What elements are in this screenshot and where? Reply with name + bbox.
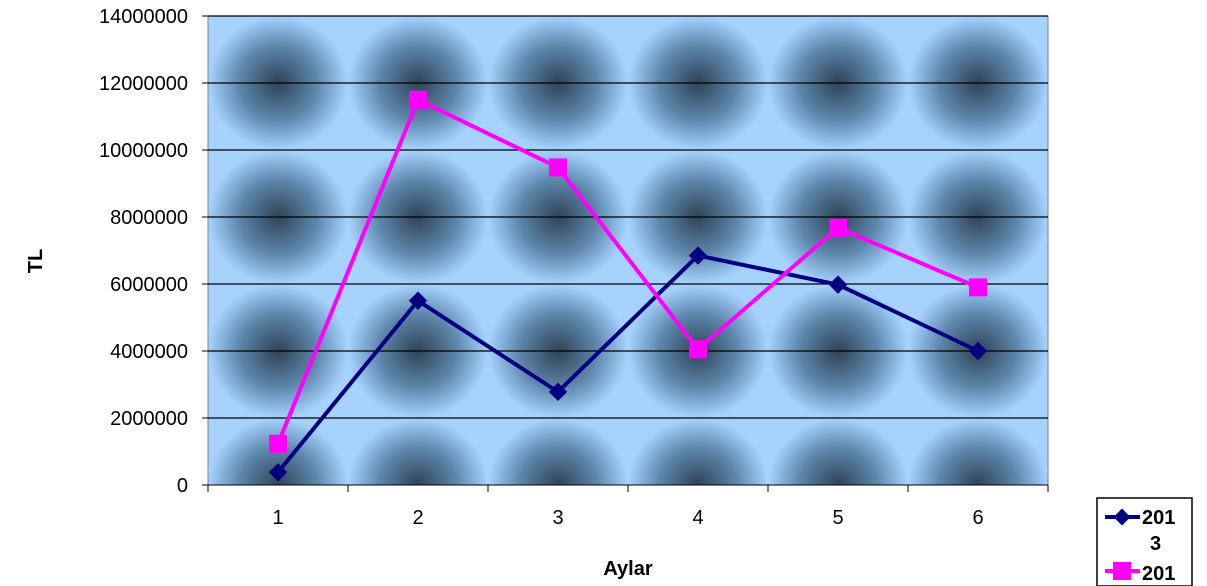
legend-entry-2014: 201 xyxy=(1105,562,1175,585)
y-tick-label: 6000000 xyxy=(110,274,188,296)
x-tick-label: 2 xyxy=(412,507,423,529)
legend-label-2014: 201 xyxy=(1142,563,1175,585)
x-tick-label: 5 xyxy=(832,507,843,529)
legend-square-marker xyxy=(1113,562,1131,580)
legend-label-2013-line2: 3 xyxy=(1150,533,1161,555)
data-point-2013 xyxy=(548,382,568,402)
y-tick-label: 12000000 xyxy=(99,73,188,95)
x-axis-title: Aylar xyxy=(603,558,653,580)
data-point-2013 xyxy=(688,246,708,265)
y-tick-label: 2000000 xyxy=(110,408,188,430)
x-tick-label: 6 xyxy=(972,507,983,529)
y-axis-title: TL xyxy=(25,249,47,273)
series-2013 xyxy=(268,246,988,482)
y-tick-label: 4000000 xyxy=(110,341,188,363)
y-tick-label: 0 xyxy=(177,475,188,497)
y-tick-label: 14000000 xyxy=(99,6,188,28)
legend-entry-2013: 201 3 xyxy=(1105,507,1175,555)
legend-label-2013-line1: 201 xyxy=(1142,507,1175,529)
x-tick-label: 4 xyxy=(692,507,703,529)
y-tick-label: 8000000 xyxy=(110,207,188,229)
data-point-2014 xyxy=(409,90,427,109)
legend-diamond-marker xyxy=(1113,508,1131,526)
series-2014 xyxy=(269,90,987,453)
y-tick-label: 10000000 xyxy=(99,140,188,162)
x-axis-ticks: 1 2 3 4 5 6 xyxy=(207,485,1049,529)
data-point-2014 xyxy=(269,434,287,453)
plot-background xyxy=(207,15,1049,486)
series-layer xyxy=(268,90,988,482)
data-point-2013 xyxy=(828,275,848,294)
plot-area xyxy=(207,15,1049,486)
data-point-2013 xyxy=(968,341,988,361)
legend: 201 3 201 xyxy=(1096,497,1193,586)
data-point-2013 xyxy=(268,463,288,482)
data-point-2014 xyxy=(549,158,567,177)
data-point-2013 xyxy=(408,291,428,310)
y-axis-ticks: 0 2000000 4000000 6000000 8000000 10000000 120… xyxy=(99,6,208,497)
x-tick-label: 3 xyxy=(552,507,563,529)
series-line-2013 xyxy=(276,253,979,474)
data-point-2014 xyxy=(969,278,987,297)
data-point-2014 xyxy=(689,340,707,359)
data-point-2014 xyxy=(829,218,847,237)
x-tick-label: 1 xyxy=(272,507,283,529)
gridlines xyxy=(208,15,1048,419)
series-line-2014 xyxy=(276,97,979,445)
